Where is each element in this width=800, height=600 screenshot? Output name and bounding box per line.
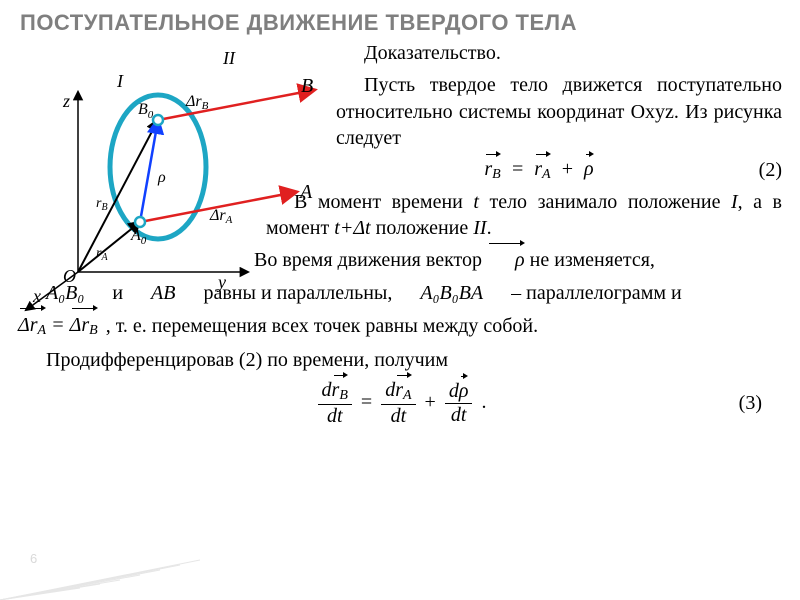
txt: тело занимало положение <box>479 191 731 213</box>
svg-text:x: x <box>32 286 41 306</box>
txt: – параллелограмм и <box>483 280 682 306</box>
paragraph-differentiate: Продифференцировав (2) по времени, получ… <box>18 347 782 373</box>
svg-text:B0: B0 <box>138 101 154 121</box>
equation-2: rB = rA + ρ (2) <box>336 158 782 183</box>
figure: O x y z I II A B A0 B0 rA rB ρ ΔrA ΔrB <box>18 52 328 322</box>
svg-text:O: O <box>63 266 76 286</box>
svg-text:z: z <box>62 91 70 111</box>
txt: не изменяется, <box>530 249 655 271</box>
paragraph-positions: В момент времени t тело занимало положен… <box>266 189 782 242</box>
sym-II: II <box>473 217 486 239</box>
svg-text:B: B <box>301 75 313 97</box>
svg-text:A: A <box>298 181 313 203</box>
svg-text:rB: rB <box>96 196 108 213</box>
content-area: O x y z I II A B A0 B0 rA rB ρ ΔrA ΔrB Д… <box>0 40 800 428</box>
svg-text:A0: A0 <box>130 227 147 247</box>
sym-tdt: t+Δt <box>334 217 370 239</box>
rho-inline: ρ <box>487 247 525 273</box>
txt: положение <box>371 217 474 239</box>
sym-I: I <box>731 191 738 213</box>
page-number: 6 <box>30 551 37 566</box>
paragraph-intro: Пусть твердое тело движется поступательн… <box>336 72 782 151</box>
footer-decoration <box>0 540 200 600</box>
proof-heading: Доказательство. <box>336 40 782 66</box>
txt: . <box>487 217 492 239</box>
svg-text:ρ: ρ <box>157 169 166 186</box>
equation-3: drB dt = drA dt + dρ dt . (3) <box>78 379 762 428</box>
seg-par: A₀B₀BA <box>392 280 483 306</box>
svg-text:y: y <box>216 272 226 292</box>
svg-text:ΔrB: ΔrB <box>185 93 209 112</box>
eq2-number: (2) <box>742 159 782 182</box>
eq3-number: (3) <box>722 392 762 415</box>
svg-text:ΔrA: ΔrA <box>209 207 233 226</box>
svg-text:I: I <box>116 71 124 91</box>
slide-title: ПОСТУПАТЕЛЬНОЕ ДВИЖЕНИЕ ТВЕРДОГО ТЕЛА <box>0 0 800 40</box>
svg-text:II: II <box>222 52 236 68</box>
diagram-svg: O x y z I II A B A0 B0 rA rB ρ ΔrA ΔrB <box>18 52 328 322</box>
